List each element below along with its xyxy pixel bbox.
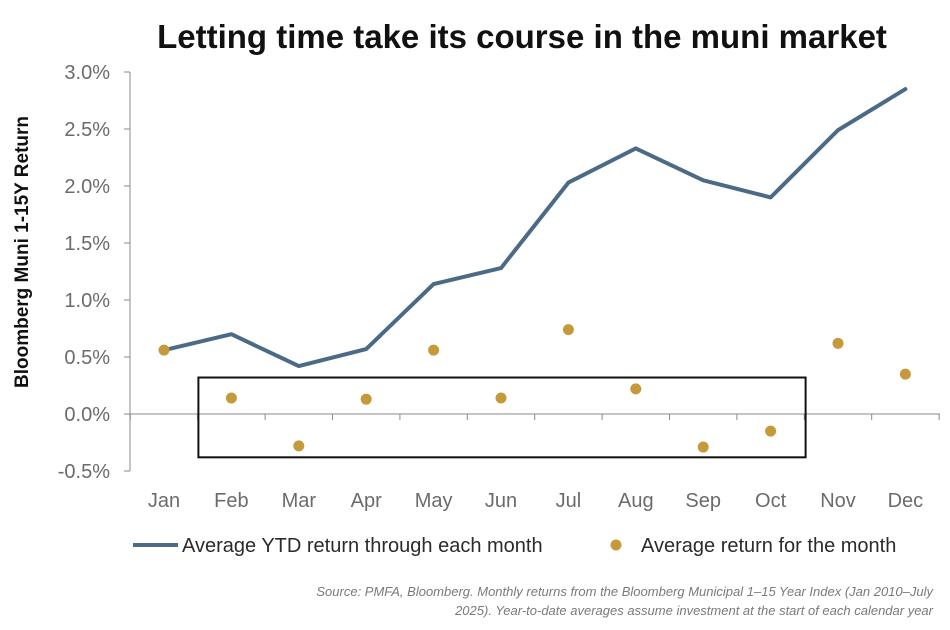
ytd-return-line — [162, 87, 908, 369]
y-tick-label: -0.5% — [58, 461, 110, 483]
x-tick-label: Oct — [755, 490, 787, 512]
y-tick-label: 0.5% — [64, 347, 110, 369]
y-tick-label: 2.0% — [64, 176, 110, 198]
x-tick-label: Apr — [351, 490, 382, 512]
monthly-return-point — [697, 441, 709, 453]
x-tick-label: Jul — [556, 490, 582, 512]
x-tick-label: Jun — [485, 490, 517, 512]
monthly-return-point — [899, 368, 911, 380]
chart-title: Letting time take its course in the muni… — [157, 18, 887, 55]
monthly-return-point — [158, 344, 170, 356]
x-tick-label: Nov — [820, 490, 856, 512]
monthly-return-point — [495, 392, 507, 404]
x-tick-label: May — [415, 490, 453, 512]
legend: Average YTD return through each month Ave… — [133, 535, 896, 557]
monthly-return-point — [293, 440, 305, 452]
x-tick-label: Feb — [214, 490, 248, 512]
y-tick-label: 3.0% — [64, 62, 110, 84]
monthly-return-point — [765, 425, 777, 437]
legend-label-ytd: Average YTD return through each month — [182, 535, 543, 557]
x-tick-label: Dec — [888, 490, 924, 512]
axes: 3.0% 2.5% 2.0% 1.5% 1.0% 0.5% 0.0% -0.5% Jan Feb M… — [58, 62, 940, 512]
monthly-return-point — [360, 393, 372, 405]
monthly-return-point — [428, 344, 440, 356]
monthly-return-point — [225, 392, 237, 404]
monthly-return-point — [832, 337, 844, 349]
y-axis-label: Bloomberg Muni 1-15Y Return — [12, 116, 33, 388]
legend-label-monthly: Average return for the month — [641, 535, 896, 557]
x-tick-label: Aug — [618, 490, 654, 512]
legend-dot-swatch — [610, 539, 622, 551]
y-tick-label: 0.0% — [64, 404, 110, 426]
series-layer — [158, 87, 911, 453]
monthly-return-point — [630, 383, 642, 395]
highlight-box — [197, 376, 807, 459]
x-tick-label: Jan — [148, 490, 180, 512]
x-tick-label: Sep — [685, 490, 721, 512]
y-tick-label: 2.5% — [64, 119, 110, 141]
source-note-line-2: 2025). Year-to-date averages assume inve… — [454, 603, 934, 618]
y-tick-label: 1.5% — [64, 233, 110, 255]
highlight-box-layer — [197, 376, 807, 459]
x-tick-label: Mar — [282, 490, 317, 512]
monthly-return-point — [562, 324, 574, 336]
y-tick-label: 1.0% — [64, 290, 110, 312]
source-note-line-1: Source: PMFA, Bloomberg. Monthly returns… — [316, 584, 934, 599]
